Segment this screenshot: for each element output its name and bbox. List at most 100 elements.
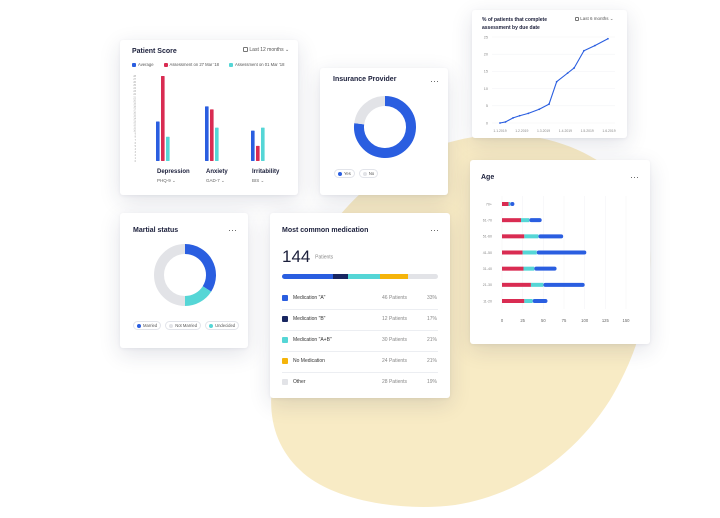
chevron-down-icon: ⌄ (284, 47, 290, 53)
score-bar (210, 109, 214, 161)
medication-swatch (282, 316, 288, 322)
legend-swatch (163, 62, 168, 67)
stacked-bar-segment (333, 274, 348, 279)
medication-swatch (282, 358, 288, 364)
y-tick-label: 2 (135, 154, 137, 157)
medication-percent: 21% (427, 337, 438, 343)
medication-row[interactable]: Other 28 Patients 19% (270, 372, 450, 393)
row-divider (282, 350, 438, 351)
y-tick-label: 0 (486, 121, 488, 125)
legend-swatch (132, 62, 136, 67)
legend-yes: Yes (334, 169, 355, 178)
group-label: Irritability (252, 169, 280, 175)
data-point (573, 67, 576, 69)
medication-swatch (282, 379, 288, 385)
score-bar (205, 106, 209, 161)
score-bar (256, 145, 260, 161)
y-tick-label: 11 (134, 127, 137, 130)
age-bar-segment (524, 299, 533, 303)
group-sub-label: BIS ⌄ (252, 178, 265, 183)
age-bar-segment (529, 218, 542, 223)
more-options-icon[interactable]: ··· (430, 76, 439, 86)
age-bar-segment (534, 266, 557, 271)
medication-row[interactable]: Medication "B" 12 Patients 17% (270, 309, 450, 330)
age-bar-segment (502, 202, 509, 206)
data-point (512, 116, 514, 119)
age-bar-segment (510, 202, 515, 206)
x-tick-label: 150 (623, 318, 631, 323)
x-tick-label: 1.1.2019 (493, 129, 506, 133)
more-options-icon[interactable]: ··· (630, 172, 639, 182)
y-tick-label: 25 (484, 35, 488, 39)
age-bar-segment (502, 282, 531, 287)
y-tick-label: 27 (133, 78, 136, 81)
y-tick-label: 8 (135, 136, 137, 139)
medication-percent: 21% (427, 358, 438, 364)
y-tick-label: 10 (133, 130, 136, 133)
insurance-provider-card: Insurance Provider ··· Yes No (320, 68, 448, 195)
patient-score-chart: 2827262524232221201918171615141312111098… (133, 75, 280, 183)
y-tick-label: 3 (135, 151, 137, 154)
patient-score-filter[interactable]: Last 12 months ⌄ (243, 47, 289, 53)
more-options-icon[interactable]: ··· (228, 225, 237, 235)
more-options-icon[interactable]: ··· (430, 225, 439, 235)
y-tick-label: 70+ (486, 202, 492, 206)
medication-percent: 33% (427, 295, 438, 301)
medication-row[interactable]: No Medication 24 Patients 21% (270, 351, 450, 372)
y-tick-label: 51-60 (483, 235, 492, 239)
donut-slice (154, 244, 186, 306)
score-bar (161, 76, 165, 161)
completion-title: % of patients that complete assessment b… (482, 17, 548, 31)
x-tick-label: 50 (541, 318, 546, 323)
age-bar-segment (538, 234, 564, 239)
y-tick-label: 5 (486, 104, 488, 108)
x-tick-label: 125 (602, 318, 610, 323)
medication-title: Most common medication (282, 227, 369, 234)
calendar-icon (575, 16, 579, 21)
age-bar-chart: 0 25 50 75 100 125 150 70+ 61-70 51-60 41-50 31-40 2… (483, 196, 631, 323)
age-bar-segment (508, 202, 511, 206)
y-tick-label: 15 (484, 70, 488, 74)
patient-score-legend: Average Assessment on 27 Mar '18 Assessm… (132, 62, 284, 67)
completion-filter[interactable]: Last 6 months ⌄ (575, 16, 614, 22)
legend-item: Assessment on 01 Mar '18 (228, 62, 284, 67)
y-tick-label: 21 (133, 96, 136, 99)
data-point (566, 72, 569, 75)
x-tick-label: 1.2.2019 (515, 129, 528, 133)
y-tick-label: 20 (484, 53, 488, 57)
age-bar-segment (532, 299, 548, 303)
x-tick-label: 1.5.2019 (581, 129, 594, 133)
y-tick-label: 7 (135, 139, 137, 142)
age-bar-segment (543, 282, 585, 287)
marital-donut-chart (154, 244, 216, 306)
medication-row[interactable]: Medication "A" 46 Patients 33% (270, 288, 450, 309)
age-card: Age ··· 0 25 50 75 100 125 150 70+ 61-70 51-60 41-… (470, 160, 650, 344)
donut-slice (184, 285, 212, 306)
calendar-icon (243, 47, 248, 53)
score-bar (261, 127, 265, 161)
data-point (527, 112, 530, 115)
insurance-legend: Yes No (334, 169, 379, 178)
y-tick-label: 9 (135, 133, 137, 136)
y-tick-label: 22 (133, 93, 136, 96)
age-bar-segment (502, 234, 525, 239)
medication-percent: 19% (427, 379, 438, 385)
medication-swatch (282, 295, 288, 301)
age-bar-segment (502, 218, 522, 223)
medication-total: 144 Patients (282, 247, 334, 266)
patient-score-card: Patient Score Last 12 months ⌄ Average A… (120, 40, 298, 195)
medication-row[interactable]: Medication "A+B" 30 Patients 21% (270, 330, 450, 351)
data-point (593, 44, 596, 47)
y-tick-label: 1 (135, 157, 137, 160)
x-tick-label: 75 (562, 318, 567, 323)
chevron-down-icon: ⌄ (609, 16, 614, 21)
medication-patients: 28 Patients (382, 379, 408, 385)
y-tick-label: 21-30 (483, 283, 492, 287)
marital-legend: Married Not Married Undecided (133, 321, 240, 330)
y-tick-label: 31-40 (483, 267, 492, 271)
row-divider (282, 308, 438, 309)
group-label: Depression (157, 169, 190, 175)
patient-score-title: Patient Score (132, 48, 177, 55)
y-tick-label: 13 (133, 121, 136, 124)
age-bar-segment (522, 250, 537, 255)
